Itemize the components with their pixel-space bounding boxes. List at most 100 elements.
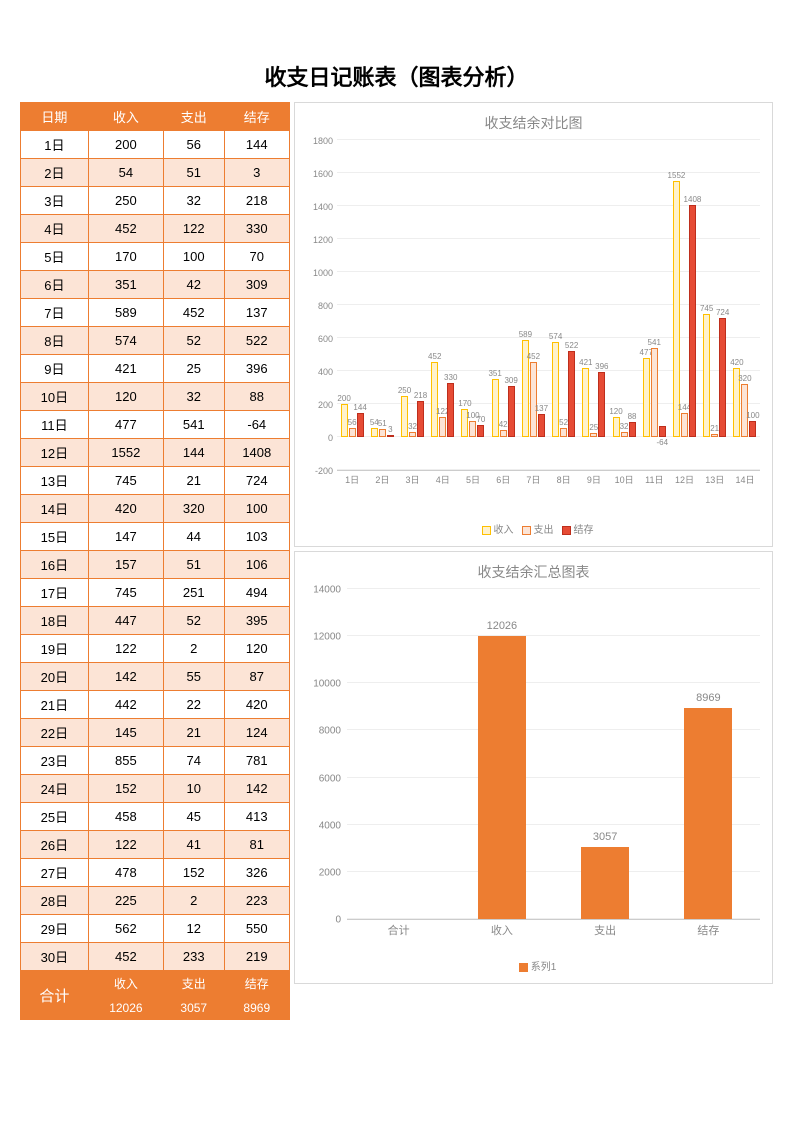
- table-cell: 477: [88, 411, 163, 439]
- y-tick: 14000: [313, 585, 341, 596]
- table-row: 2日54513: [21, 159, 290, 187]
- table-cell: 81: [224, 831, 289, 859]
- x-label: 8日: [549, 473, 579, 491]
- bar: 724: [719, 318, 726, 437]
- table-cell: 100: [163, 243, 224, 271]
- table-cell: 22日: [21, 719, 89, 747]
- bar-value-label: 42: [499, 420, 508, 429]
- bar: 452: [530, 362, 537, 437]
- y-tick: 1600: [313, 169, 333, 179]
- table-cell: 144: [163, 439, 224, 467]
- bar-slot: [347, 590, 450, 919]
- table-cell: 147: [88, 523, 163, 551]
- table-cell: 326: [224, 859, 289, 887]
- bar: 25: [590, 433, 597, 437]
- y-tick: 2000: [319, 867, 341, 878]
- table-cell: 745: [88, 579, 163, 607]
- bar: 54: [371, 428, 378, 437]
- table-cell: 152: [163, 859, 224, 887]
- table-row: 27日478152326: [21, 859, 290, 887]
- bar: 56: [349, 428, 356, 437]
- legend-label: 支出: [534, 525, 554, 536]
- main-layout: 日期收入支出结存 1日200561442日545133日250322184日45…: [20, 102, 773, 1020]
- page-title: 收支日记账表（图表分析）: [20, 60, 773, 92]
- x-label: 13日: [700, 473, 730, 491]
- table-cell: 41: [163, 831, 224, 859]
- bar-value-label: 56: [348, 418, 357, 427]
- bar: 42: [500, 430, 507, 437]
- bar: 541: [651, 348, 658, 437]
- bar-value-label: 330: [444, 373, 457, 382]
- y-tick: 12000: [313, 632, 341, 643]
- table-row: 8日57452522: [21, 327, 290, 355]
- table-cell: 200: [88, 131, 163, 159]
- table-cell: 152: [88, 775, 163, 803]
- legend-swatch: [562, 526, 571, 535]
- table-cell: 724: [224, 467, 289, 495]
- bar: 32: [409, 432, 416, 437]
- table-cell: 32: [163, 187, 224, 215]
- bar: 574: [552, 342, 559, 437]
- bar-value-label: 88: [628, 412, 637, 421]
- table-cell: 550: [224, 915, 289, 943]
- chart1-legend: 收入支出结存: [303, 521, 764, 536]
- table-cell: 309: [224, 271, 289, 299]
- x-label: 1日: [337, 473, 367, 491]
- table-cell: 351: [88, 271, 163, 299]
- table-cell: 120: [224, 635, 289, 663]
- legend-swatch: [482, 526, 491, 535]
- legend-label: 系列1: [531, 962, 557, 973]
- table-row: 15日14744103: [21, 523, 290, 551]
- table-cell: 223: [224, 887, 289, 915]
- y-tick: 4000: [319, 820, 341, 831]
- bar: 88: [629, 422, 636, 437]
- legend-label: 结存: [574, 525, 594, 536]
- summary-bar: 8969: [684, 708, 732, 919]
- bar-value-label: 421: [579, 358, 592, 367]
- x-label: 5日: [458, 473, 488, 491]
- table-row: 11日477541-64: [21, 411, 290, 439]
- table-row: 4日452122330: [21, 215, 290, 243]
- table-cell: 395: [224, 607, 289, 635]
- table-cell: 100: [224, 495, 289, 523]
- table-cell: 233: [163, 943, 224, 971]
- total-subheader: 支出: [163, 971, 224, 997]
- table-cell: 494: [224, 579, 289, 607]
- bar-value-label: 51: [378, 419, 387, 428]
- bar-value-label: 420: [730, 358, 743, 367]
- table-cell: 106: [224, 551, 289, 579]
- table-panel: 日期收入支出结存 1日200561442日545133日250322184日45…: [20, 102, 290, 1020]
- x-label: 14日: [730, 473, 760, 491]
- table-row: 18日44752395: [21, 607, 290, 635]
- bar-value-label: 309: [504, 376, 517, 385]
- bar-value-label: 200: [337, 394, 350, 403]
- y-tick: 1400: [313, 202, 333, 212]
- bar: 144: [357, 413, 364, 437]
- table-cell: 120: [88, 383, 163, 411]
- bar-value-label: 100: [746, 411, 759, 420]
- table-cell: 2日: [21, 159, 89, 187]
- bar-group: 42125396: [579, 368, 609, 437]
- bar: -64: [659, 426, 666, 437]
- charts-column: 收支结余对比图 -2000200400600800100012001400160…: [294, 102, 773, 984]
- bar-group: 17010070: [458, 409, 488, 437]
- legend-swatch: [522, 526, 531, 535]
- table-cell: 15日: [21, 523, 89, 551]
- y-tick: 200: [318, 400, 333, 410]
- x-label: 3日: [397, 473, 427, 491]
- table-row: 22日14521124: [21, 719, 290, 747]
- table-row: 5日17010070: [21, 243, 290, 271]
- table-cell: 20日: [21, 663, 89, 691]
- bar-value-label: 724: [716, 308, 729, 317]
- table-cell: 3日: [21, 187, 89, 215]
- bar-value-label: 25: [589, 423, 598, 432]
- bar-slot: 3057: [554, 590, 657, 919]
- table-cell: 478: [88, 859, 163, 887]
- table-cell: 18日: [21, 607, 89, 635]
- table-cell: 9日: [21, 355, 89, 383]
- bar: 120: [613, 417, 620, 437]
- bar-value-label: 218: [414, 391, 427, 400]
- table-cell: 413: [224, 803, 289, 831]
- summary-chart: 收支结余汇总图表 0200040006000800010000120001400…: [294, 551, 773, 984]
- table-row: 14日420320100: [21, 495, 290, 523]
